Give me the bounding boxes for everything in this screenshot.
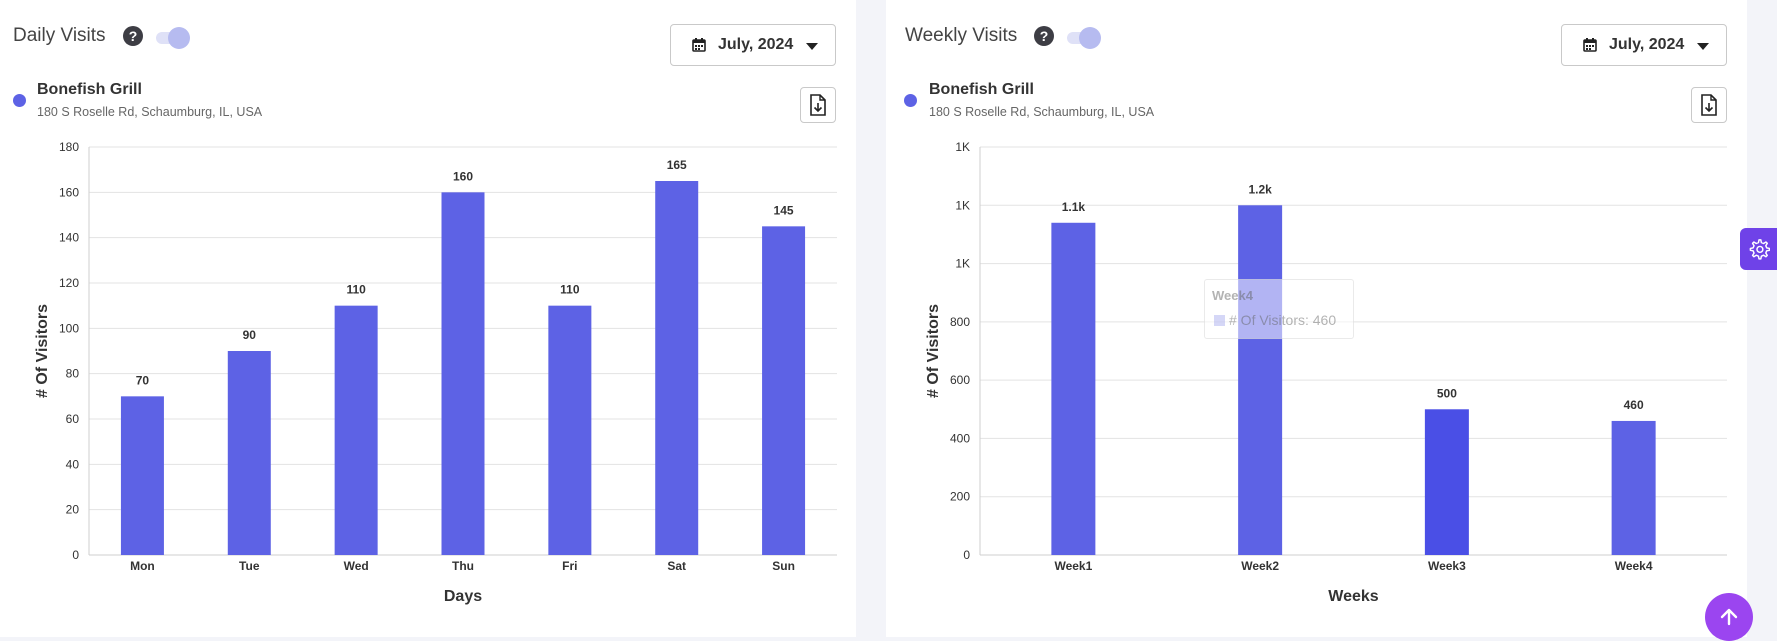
y-tick-label: 1K	[955, 198, 970, 212]
data-label: 460	[1624, 398, 1644, 412]
y-axis-title: # Of Visitors	[925, 304, 942, 398]
x-tick-label: Mon	[130, 559, 155, 573]
question-circle-icon[interactable]: ?	[1034, 26, 1054, 46]
bar-thu	[441, 192, 485, 556]
y-tick-label: 60	[66, 412, 80, 426]
data-label: 145	[774, 203, 794, 217]
question-circle-icon[interactable]: ?	[123, 26, 143, 46]
y-tick-label: 0	[72, 548, 79, 562]
y-tick-label: 200	[950, 490, 970, 504]
daily-toggle[interactable]	[156, 27, 190, 49]
x-tick-label: Wed	[344, 559, 369, 573]
weekly-month-select[interactable]: July, 2024	[1561, 24, 1727, 66]
download-file-icon	[1701, 94, 1717, 116]
weekly-download-button[interactable]	[1691, 87, 1727, 123]
y-tick-label: 140	[59, 231, 79, 245]
x-tick-label: Week2	[1241, 559, 1279, 573]
venue-name: Bonefish Grill	[37, 81, 142, 98]
bar-fri	[548, 305, 592, 555]
bar-mon	[120, 396, 164, 555]
chevron-down-icon	[1697, 43, 1709, 50]
y-tick-label: 1K	[955, 257, 970, 271]
data-label: 160	[453, 169, 473, 183]
gear-icon	[1749, 239, 1770, 260]
venue-address: 180 S Roselle Rd, Schaumburg, IL, USA	[929, 105, 1155, 119]
bar-tue	[227, 351, 271, 555]
y-tick-label: 120	[59, 276, 79, 290]
weekly-visits-card: Weekly Visits ? July, 2024 Bonefish Gril…	[886, 0, 1747, 637]
weekly-visits-chart: 0 200 400 600 800 1K 1K 1K 1.1k Week1 1.2k Week2 500…	[925, 140, 1727, 605]
x-tick-label: Week1	[1054, 559, 1092, 573]
x-tick-label: Week3	[1428, 559, 1466, 573]
toggle-thumb	[168, 27, 190, 49]
bar-week4	[1611, 420, 1656, 555]
bar-week2	[1238, 205, 1283, 556]
y-tick-label: 100	[59, 321, 79, 335]
series-legend-dot	[904, 94, 917, 107]
y-tick-label: 0	[963, 548, 970, 562]
bar-wed	[334, 305, 378, 555]
data-label: 90	[243, 328, 257, 342]
scroll-to-top-button[interactable]	[1705, 593, 1753, 641]
x-tick-label: Fri	[562, 559, 577, 573]
x-tick-label: Thu	[452, 559, 474, 573]
tooltip-text: # Of Visitors: 460	[1229, 312, 1337, 328]
tooltip-title: Week4	[1212, 288, 1253, 303]
y-tick-label: 160	[59, 185, 79, 199]
month-select-value: July, 2024	[1609, 36, 1685, 53]
data-label: 1.1k	[1062, 200, 1086, 214]
chevron-up-icon	[1720, 608, 1738, 626]
chart-tooltip: Week4 # Of Visitors: 460	[1204, 279, 1354, 339]
x-tick-label: Sun	[772, 559, 795, 573]
tooltip-swatch	[1214, 315, 1225, 326]
x-tick-label: Week4	[1615, 559, 1653, 573]
y-tick-label: 400	[950, 431, 970, 445]
x-axis-title: Days	[444, 588, 482, 605]
toggle-thumb	[1079, 27, 1101, 49]
y-tick-label: 20	[66, 503, 80, 517]
x-tick-label: Sat	[667, 559, 686, 573]
bar-sat	[655, 181, 699, 555]
data-label: 1.2k	[1248, 182, 1272, 196]
settings-button[interactable]	[1740, 228, 1777, 270]
y-tick-label: 800	[950, 315, 970, 329]
weekly-visits-title: Weekly Visits	[905, 25, 1018, 46]
y-tick-label: 1K	[955, 140, 970, 154]
weekly-toggle[interactable]	[1067, 27, 1101, 49]
y-axis-title: # Of Visitors	[34, 304, 51, 398]
chevron-down-icon	[806, 43, 818, 50]
data-label: 110	[346, 283, 366, 297]
daily-download-button[interactable]	[800, 87, 836, 123]
daily-month-select[interactable]: July, 2024	[670, 24, 836, 66]
venue-address: 180 S Roselle Rd, Schaumburg, IL, USA	[37, 105, 263, 119]
daily-visits-chart: 0 20 40 60 80 100 120 140 160 180 70 Mon 90 Tue 110 Wed…	[34, 140, 837, 605]
daily-visits-card: Daily Visits ? July, 2024 Bonefish Grill…	[0, 0, 856, 637]
y-tick-label: 600	[950, 373, 970, 387]
data-label: 70	[136, 373, 150, 387]
x-tick-label: Tue	[239, 559, 260, 573]
calendar-icon	[1583, 38, 1597, 52]
month-select-value: July, 2024	[718, 36, 794, 53]
series-legend-dot	[13, 94, 26, 107]
data-label: 500	[1437, 386, 1457, 400]
calendar-icon	[692, 38, 706, 52]
download-file-icon	[810, 94, 826, 116]
data-label: 110	[560, 283, 580, 297]
y-tick-label: 180	[59, 140, 79, 154]
y-tick-label: 40	[66, 457, 80, 471]
daily-visits-title: Daily Visits	[13, 25, 106, 46]
y-tick-label: 80	[66, 367, 80, 381]
bar-week3	[1424, 409, 1469, 555]
x-axis-title: Weeks	[1328, 588, 1379, 605]
data-label: 165	[667, 158, 687, 172]
bar-week1	[1051, 222, 1096, 555]
venue-name: Bonefish Grill	[929, 81, 1034, 98]
bar-sun	[762, 226, 806, 556]
